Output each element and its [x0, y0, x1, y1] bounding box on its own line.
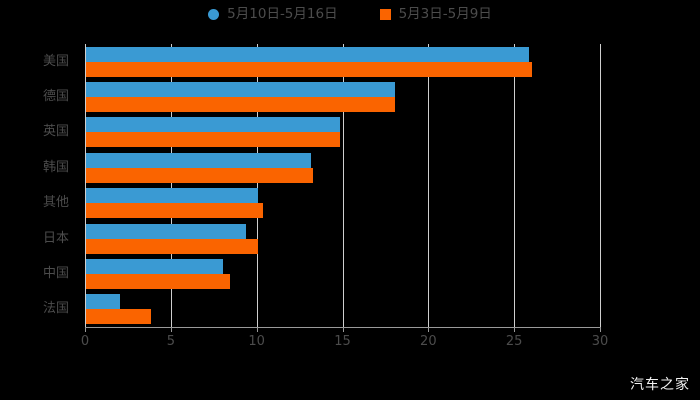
gridline — [600, 44, 601, 327]
legend-label-1: 5月3日-5月9日 — [398, 6, 492, 22]
x-tick-label: 25 — [505, 334, 523, 349]
bar[interactable] — [86, 132, 341, 148]
circle-marker-icon — [208, 9, 220, 21]
x-tick-mark — [428, 327, 430, 332]
x-tick-label: 10 — [248, 334, 265, 349]
legend-item-1[interactable]: 5月3日-5月9日 — [379, 6, 492, 22]
x-axis-labels: 0 5 10 15 20 25 30 — [81, 334, 608, 355]
x-tick-mark — [514, 327, 516, 332]
x-tick-label: 15 — [334, 334, 351, 349]
bar[interactable] — [86, 203, 263, 219]
legend-item-0[interactable]: 5月10日-5月16日 — [208, 6, 338, 22]
gridline — [514, 44, 516, 327]
legend-label-0: 5月10日-5月16日 — [227, 6, 338, 22]
bar[interactable] — [86, 82, 395, 98]
bar[interactable] — [86, 258, 224, 274]
bar[interactable] — [86, 188, 258, 204]
x-tick-label: 0 — [80, 334, 90, 349]
bar[interactable] — [86, 61, 533, 77]
bar[interactable] — [86, 152, 311, 168]
x-tick-mark — [170, 327, 172, 332]
y-axis-category-label: 德国 — [42, 89, 69, 105]
x-tick-mark — [85, 327, 86, 332]
bar[interactable] — [86, 273, 231, 289]
x-tick-label: 5 — [166, 334, 175, 349]
y-axis-line — [85, 44, 86, 327]
bar[interactable] — [86, 167, 313, 183]
x-tick-mark — [256, 327, 258, 332]
gridline — [256, 44, 258, 327]
bar[interactable] — [86, 238, 258, 254]
y-axis-category-label: 法国 — [42, 301, 69, 317]
plot-area — [85, 44, 601, 332]
y-axis-labels: 美国德国英国韩国其他日本中国法国 — [0, 44, 77, 327]
bar[interactable] — [86, 46, 529, 62]
x-tick-mark — [600, 327, 601, 332]
y-axis-category-label: 韩国 — [42, 159, 69, 175]
y-axis-category-label: 中国 — [42, 265, 69, 281]
gridline — [170, 44, 172, 327]
square-marker-icon — [379, 9, 391, 21]
bar[interactable] — [86, 117, 341, 133]
bar[interactable] — [86, 97, 395, 113]
gridline — [428, 44, 430, 327]
x-tick-label: 30 — [591, 334, 609, 349]
y-axis-category-label: 美国 — [42, 53, 69, 69]
x-tick-mark — [342, 327, 344, 332]
gridline — [342, 44, 344, 327]
y-axis-category-label: 日本 — [42, 230, 69, 246]
bar[interactable] — [86, 223, 246, 239]
y-axis-category-label: 英国 — [42, 124, 69, 140]
watermark: 汽车之家 — [630, 377, 690, 393]
bar[interactable] — [86, 294, 121, 310]
y-axis-category-label: 其他 — [42, 195, 69, 211]
bar[interactable] — [86, 309, 152, 325]
x-tick-label: 20 — [420, 334, 437, 349]
chart-legend: 5月10日-5月16日 5月3日-5月9日 — [0, 6, 700, 22]
